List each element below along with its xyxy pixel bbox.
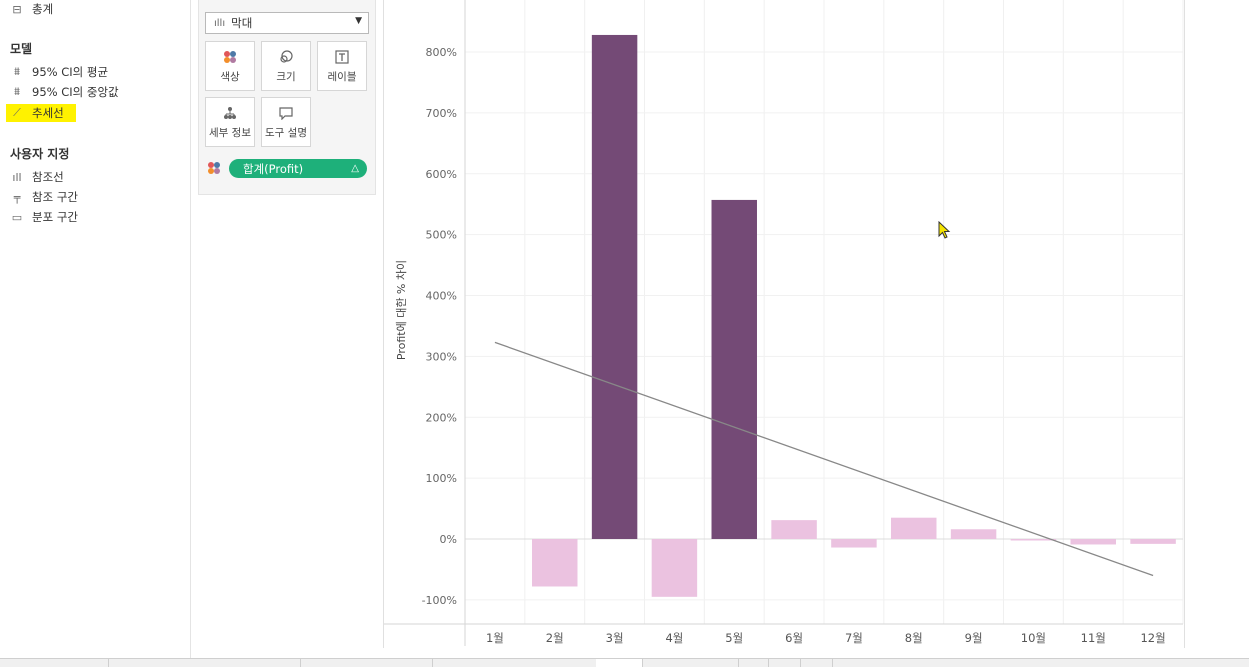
y-axis-title: Profit에 대한 % 차이 <box>395 260 408 360</box>
custom-item-distribution-band[interactable]: ▭ 분포 구간 <box>10 208 78 226</box>
model-item-label: 95% CI의 평균 <box>32 65 109 79</box>
size-button-label: 크기 <box>276 70 296 83</box>
y-tick-label: 600% <box>426 168 457 181</box>
y-tick-label: -100% <box>422 594 457 607</box>
x-tick-label: 10월 <box>1021 631 1046 645</box>
ci-icon: ⩩ <box>14 85 20 98</box>
custom-item-label: 분포 구간 <box>32 210 78 224</box>
profit-field-label: 합계(Profit) <box>243 161 304 176</box>
detail-button[interactable]: 세부 정보 <box>205 97 255 147</box>
sheet-tab-active[interactable] <box>596 659 643 667</box>
bar <box>891 517 937 539</box>
y-tick-label: 500% <box>426 229 457 242</box>
bar <box>1070 539 1116 545</box>
x-tick-label: 9월 <box>965 631 983 645</box>
mouse-cursor-icon <box>938 221 951 239</box>
marks-field-row: 합계(Profit) △ <box>205 158 369 180</box>
x-tick-label: 1월 <box>486 631 504 645</box>
x-tick-label: 3월 <box>606 631 624 645</box>
x-tick-label: 4월 <box>665 631 683 645</box>
model-item-trend-line[interactable]: ⟋ 추세선 <box>6 104 76 122</box>
bar <box>771 520 817 539</box>
reference-band-icon: ╤ <box>13 190 21 204</box>
tooltip-button[interactable]: 도구 설명 <box>261 97 311 147</box>
size-icon <box>279 49 293 65</box>
detail-button-label: 세부 정보 <box>209 126 251 139</box>
x-tick-label: 11월 <box>1081 631 1106 645</box>
marks-card: ıllı 막대 ▼ 색상 크기 레이블 세부 정보 도구 설명 <box>198 0 376 195</box>
x-tick-label: 12월 <box>1140 631 1165 645</box>
x-tick-label: 8월 <box>905 631 923 645</box>
bar <box>532 539 578 587</box>
label-button-label: 레이블 <box>327 70 357 83</box>
text-label-icon <box>335 49 349 65</box>
y-tick-label: 700% <box>426 107 457 120</box>
color-dots-icon <box>223 49 237 65</box>
bar <box>711 199 757 539</box>
color-dots-icon <box>207 161 221 178</box>
x-tick-label: 7월 <box>845 631 863 645</box>
x-tick-label: 6월 <box>785 631 803 645</box>
model-item-ci-average[interactable]: ⩩ 95% CI의 평균 <box>10 63 108 81</box>
custom-item-label: 참조선 <box>32 170 64 184</box>
table-calc-delta-icon: △ <box>351 163 359 174</box>
model-item-ci-median[interactable]: ⩩ 95% CI의 중앙값 <box>10 83 119 101</box>
x-tick-label: 5월 <box>725 631 743 645</box>
color-button-label: 색상 <box>220 70 240 83</box>
y-tick-label: 100% <box>426 472 457 485</box>
bar <box>831 539 877 548</box>
detail-icon <box>223 105 237 121</box>
model-item-label: 95% CI의 중앙값 <box>32 85 119 99</box>
chart-view: -100% 0% 100% 200% 300% 400% 500% 600% 700% 800% P… <box>383 0 1185 648</box>
sheet-tab[interactable] <box>642 659 739 667</box>
new-sheet-button[interactable] <box>738 659 769 667</box>
size-button[interactable]: 크기 <box>261 41 311 91</box>
bar <box>651 539 698 597</box>
bar-chart-icon: ıllı <box>214 17 226 29</box>
distribution-band-icon: ▭ <box>11 210 23 224</box>
x-tick-label: 2월 <box>546 631 564 645</box>
sheet-tabs-bar <box>0 658 1249 667</box>
custom-item-reference-line[interactable]: ıll 참조선 <box>10 168 64 186</box>
y-tick-label: 0% <box>440 533 457 546</box>
color-button[interactable]: 색상 <box>205 41 255 91</box>
custom-section-header: 사용자 지정 <box>10 147 70 161</box>
custom-item-label: 참조 구간 <box>32 190 78 204</box>
trend-line-icon: ⟋ <box>13 106 21 119</box>
totals-label: 총계 <box>32 2 54 16</box>
chevron-down-icon: ▼ <box>355 16 362 26</box>
bar <box>591 34 638 540</box>
label-button[interactable]: 레이블 <box>317 41 367 91</box>
trend-line <box>494 341 1154 577</box>
model-section-header: 모델 <box>10 42 33 56</box>
totals-item[interactable]: ⊟ 총계 <box>10 0 53 18</box>
profit-field-pill[interactable]: 합계(Profit) △ <box>229 159 367 178</box>
tooltip-icon <box>279 105 293 121</box>
mark-type-label: 막대 <box>231 16 253 30</box>
bar <box>1130 539 1176 544</box>
sheet-tab[interactable] <box>300 659 433 667</box>
analytics-pane: ⊟ 총계 모델 ⩩ 95% CI의 평균 ⩩ 95% CI의 중앙값 ⟋ 추세선… <box>0 0 191 660</box>
tooltip-button-label: 도구 설명 <box>265 126 307 139</box>
y-tick-label: 200% <box>426 411 457 424</box>
totals-icon: ⊟ <box>12 2 22 16</box>
new-story-button[interactable] <box>800 659 833 667</box>
sheet-tab[interactable] <box>108 659 301 667</box>
mark-type-dropdown[interactable]: ıllı 막대 ▼ <box>205 12 369 34</box>
y-tick-label: 300% <box>426 350 457 363</box>
y-tick-label: 800% <box>426 46 457 59</box>
y-tick-label: 400% <box>426 290 457 303</box>
ci-icon: ⩩ <box>14 65 20 78</box>
sheet-tab[interactable] <box>0 659 109 667</box>
new-dashboard-button[interactable] <box>768 659 801 667</box>
bar <box>950 529 997 539</box>
bar <box>1010 539 1057 541</box>
reference-line-icon: ıll <box>12 170 22 184</box>
model-item-label: 추세선 <box>32 106 64 120</box>
bar-chart: -100% 0% 100% 200% 300% 400% 500% 600% 700% 800% P… <box>384 0 1184 646</box>
custom-item-reference-band[interactable]: ╤ 참조 구간 <box>10 188 78 206</box>
